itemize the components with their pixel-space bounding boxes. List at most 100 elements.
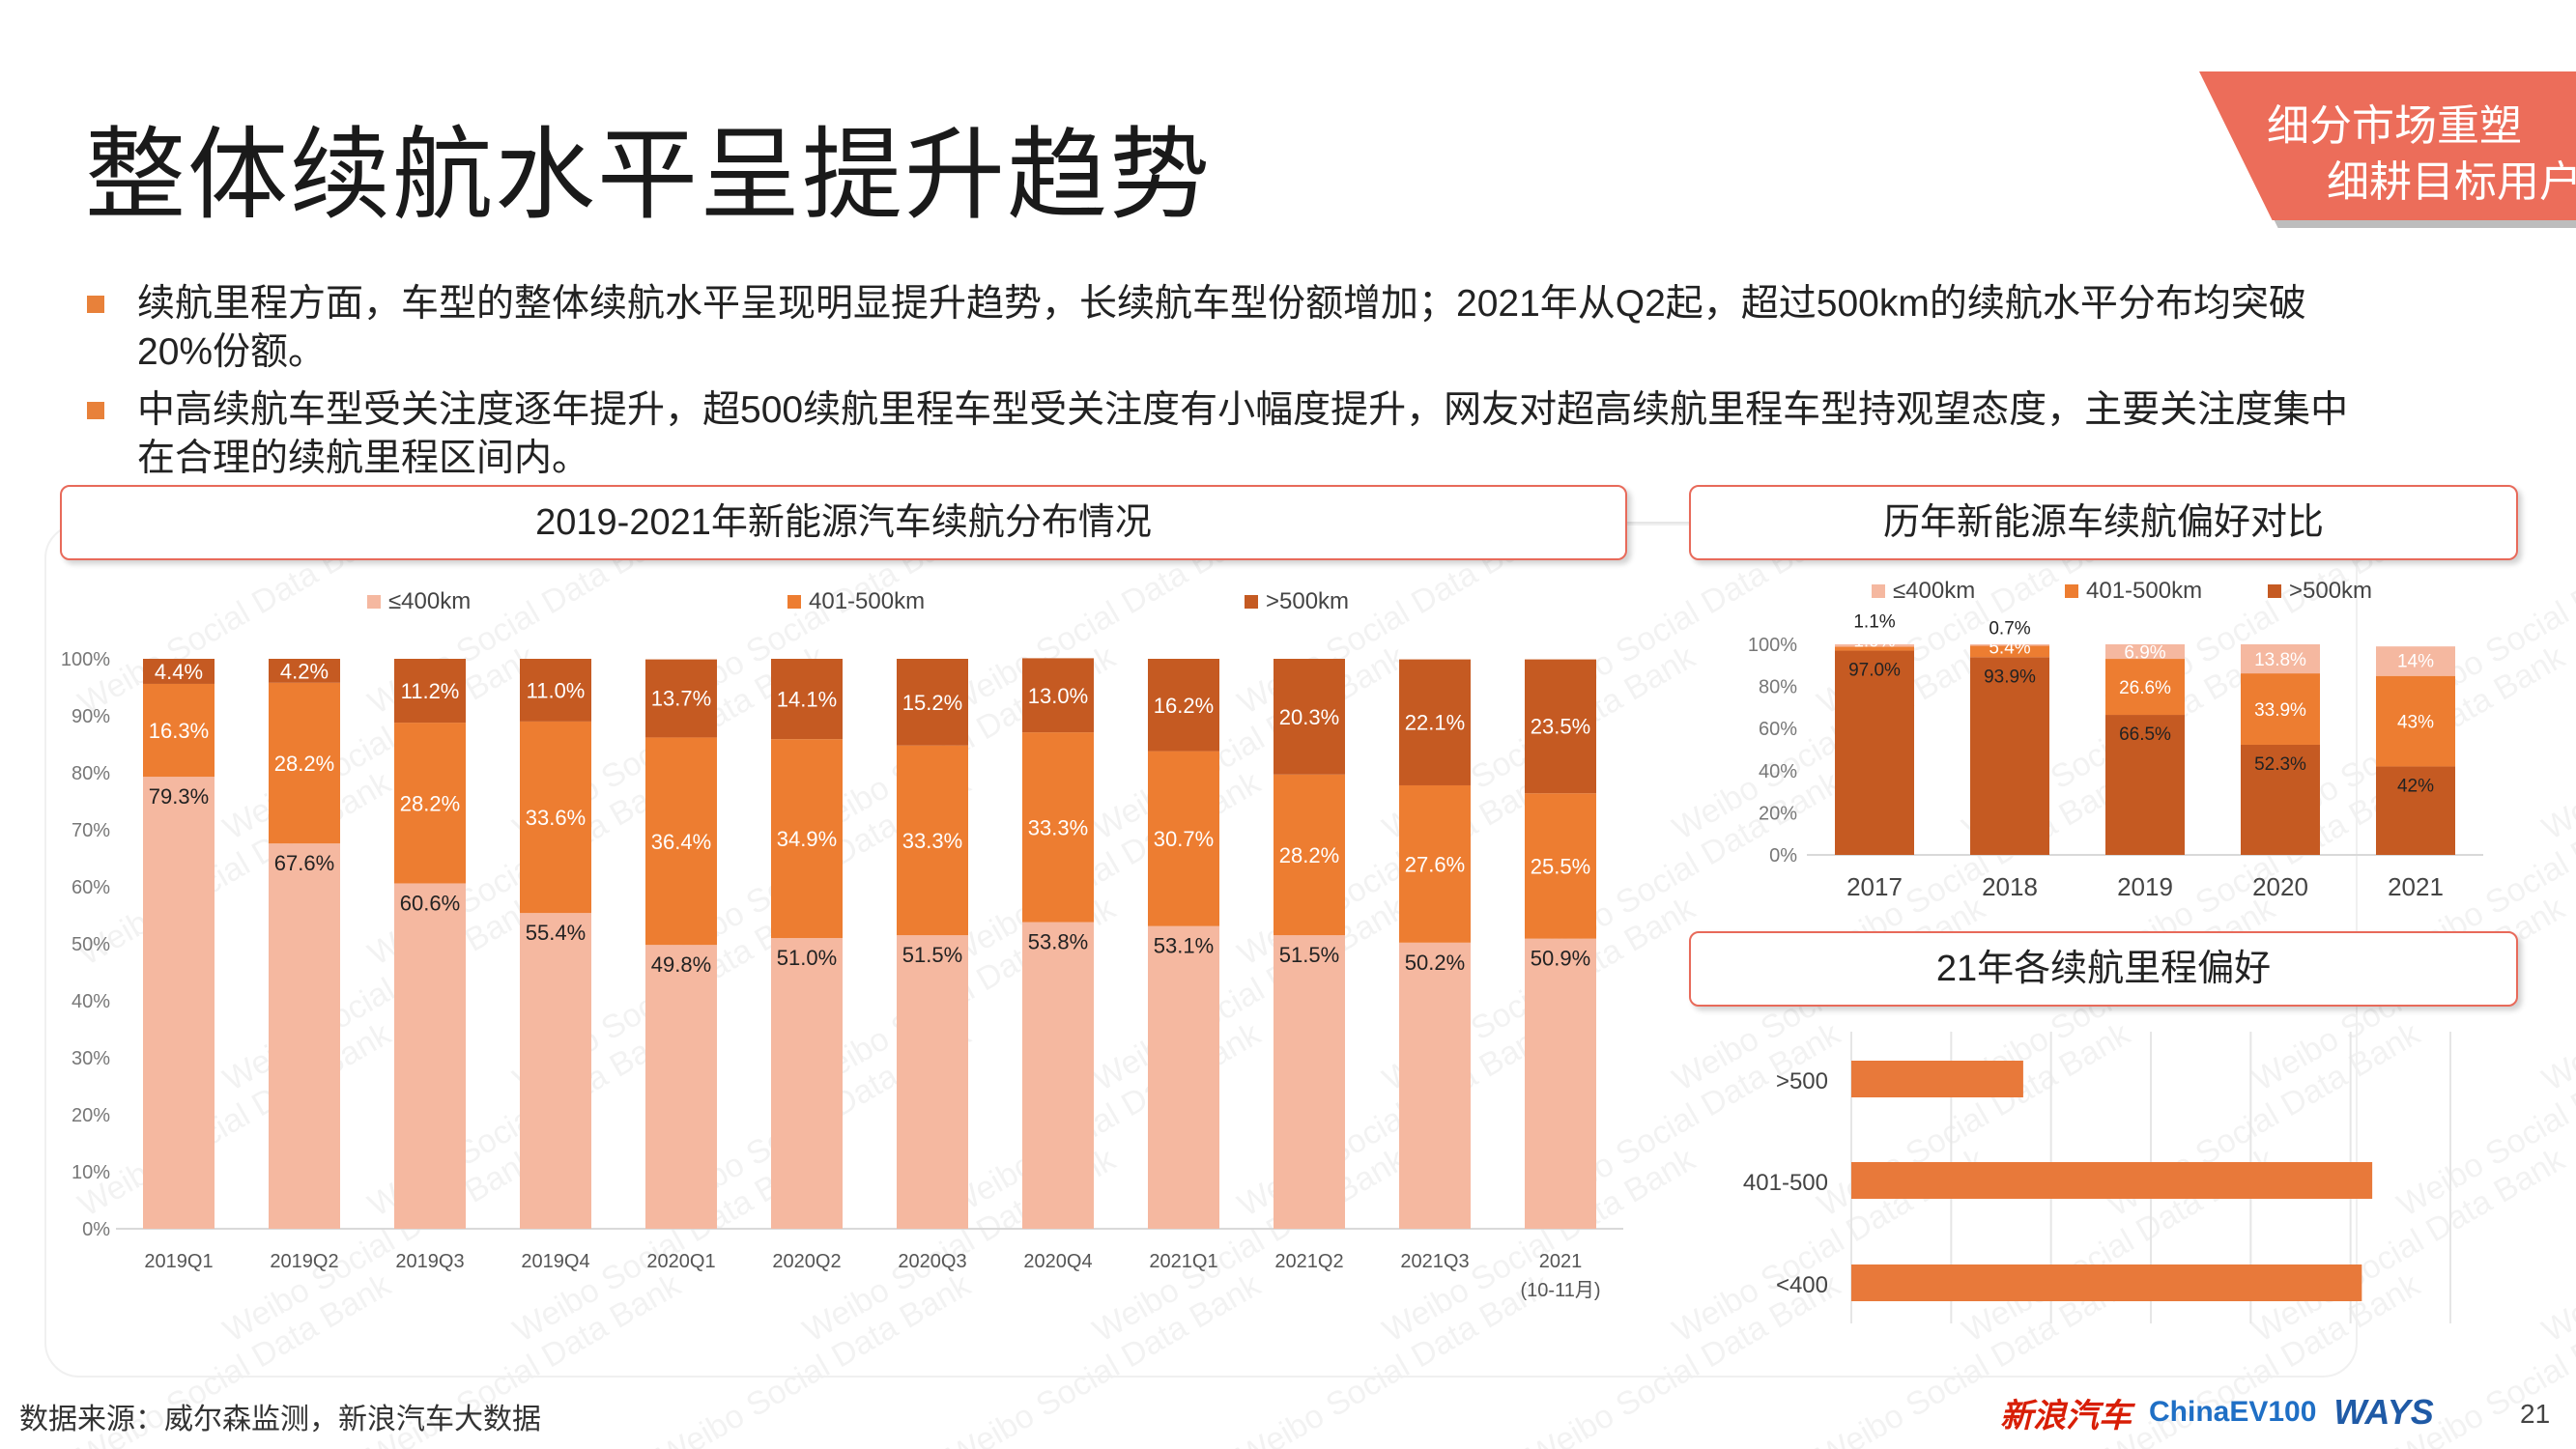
data-label: 20.3%	[1279, 705, 1339, 729]
bar-segment	[1525, 938, 1596, 1229]
y-tick-label: 0%	[82, 1219, 110, 1240]
x-tick-label: 2018	[1982, 872, 2038, 901]
watermark-text: Weibo Social Data Bank	[2535, 1141, 2576, 1350]
legend-swatch	[1245, 595, 1258, 609]
bar-segment	[897, 935, 968, 1229]
chart2-header: 历年新能源车续航偏好对比	[1689, 485, 2518, 560]
data-label: 79.3%	[149, 784, 209, 809]
bar-segment	[645, 945, 717, 1229]
x-tick-label: 2021Q3	[1400, 1251, 1469, 1272]
bar-segment	[520, 721, 591, 914]
x-tick-label: 2017	[1846, 872, 1903, 901]
legend-swatch	[2065, 584, 2078, 598]
data-label: 53.8%	[1028, 930, 1088, 954]
data-label: 16.2%	[1154, 694, 1214, 718]
x-tick-label: 2019Q4	[521, 1251, 589, 1272]
data-label: 51.0%	[777, 946, 837, 970]
y-tick-label: 90%	[72, 706, 110, 727]
data-label: 43%	[2397, 713, 2434, 733]
y-tick-label: 60%	[1759, 719, 1797, 740]
bar-segment	[1399, 659, 1471, 785]
legend-label: >500km	[2289, 578, 2372, 604]
bar-segment	[1148, 659, 1219, 752]
x-tick-label: 2019Q3	[395, 1251, 464, 1272]
bar-segment	[771, 659, 843, 740]
data-label: 50.9%	[1531, 947, 1590, 971]
data-label: 67.6%	[274, 851, 334, 875]
bar-segment	[269, 843, 340, 1229]
watermark-text: Weibo Social Data Bank	[2535, 639, 2576, 848]
bar-segment	[1970, 657, 2049, 855]
bar-segment	[1970, 644, 2049, 646]
bar-segment	[1274, 774, 1345, 936]
data-label: 28.2%	[274, 752, 334, 776]
chart1-stacked-bars: ≤400km 401-500km >500km 0% 10% 20% 30% 40% 50% 60…	[61, 588, 1623, 1301]
data-label: 93.9%	[1984, 667, 2036, 687]
bar-segment	[269, 682, 340, 844]
data-label: 60.6%	[400, 891, 460, 915]
x-tick-sublabel: (10-11月)	[1521, 1280, 1601, 1301]
bar-segment	[143, 683, 215, 778]
data-label: 14%	[2397, 651, 2434, 671]
data-label: 33.6%	[526, 806, 586, 830]
legend-label: 401-500km	[809, 588, 925, 614]
data-label: 11.2%	[401, 679, 460, 703]
chinaev100-logo: ChinaEV100	[2149, 1396, 2317, 1428]
x-tick-label: 2021Q2	[1274, 1251, 1343, 1272]
page-number: 21	[2520, 1399, 2551, 1429]
data-label: 51.5%	[902, 943, 962, 967]
bar-segment	[771, 938, 843, 1229]
bar-segment	[520, 913, 591, 1229]
bullet-square-icon	[87, 402, 104, 419]
y-category-label: >500	[1776, 1068, 1828, 1094]
data-label: 50.2%	[1405, 951, 1465, 975]
bullet-2-text: 中高续航车型受关注度逐年提升，超500续航里程车型受关注度有小幅度提升，网友对超…	[137, 389, 2349, 479]
bar-segment	[2241, 644, 2320, 674]
chart3-header: 21年各续航里程偏好	[1689, 931, 2518, 1007]
data-label: 33.9%	[2254, 700, 2306, 721]
ways-logo: WAYS	[2333, 1392, 2434, 1432]
bar-segment	[1274, 935, 1345, 1229]
y-tick-label: 40%	[72, 991, 110, 1012]
bullet-1-text: 续航里程方面，车型的整体续航水平呈现明显提升趋势，长续航车型份额增加；2021年…	[137, 283, 2306, 373]
bar-segment	[2105, 644, 2185, 660]
bar	[1851, 1061, 2023, 1097]
bar-segment	[897, 745, 968, 936]
data-label: 97.0%	[1848, 661, 1901, 681]
watermark-text: Weibo Social Data Bank	[2535, 890, 2576, 1099]
data-label: 27.6%	[1405, 852, 1465, 876]
footer-logos: 新浪汽车 ChinaEV100 WAYS	[2000, 1391, 2434, 1435]
bar-segment	[143, 777, 215, 1229]
y-tick-label: 100%	[61, 649, 110, 670]
bar-segment	[520, 659, 591, 722]
y-tick-label: 20%	[1759, 803, 1797, 824]
data-label: 4.4%	[155, 660, 203, 684]
data-label: 55.4%	[526, 921, 586, 945]
data-label: 42%	[2397, 776, 2434, 796]
x-tick-label: 2020Q4	[1023, 1251, 1092, 1272]
bar-segment	[394, 883, 466, 1229]
data-label: 28.2%	[400, 791, 460, 815]
bar-segment	[1970, 645, 2049, 658]
bullet-square-icon	[87, 296, 104, 313]
data-label: 51.5%	[1279, 943, 1339, 967]
sina-auto-logo: 新浪汽车	[2000, 1397, 2132, 1435]
bar-segment	[143, 659, 215, 684]
y-tick-label: 0%	[1769, 845, 1797, 867]
y-tick-label: 70%	[72, 820, 110, 841]
legend-label: ≤400km	[1893, 578, 1975, 604]
y-tick-label: 20%	[72, 1105, 110, 1126]
x-tick-label: 2021	[1539, 1251, 1583, 1272]
y-tick-label: 50%	[72, 934, 110, 955]
bar-segment	[1022, 732, 1094, 923]
legend-swatch	[787, 595, 801, 609]
bar-segment	[2376, 766, 2455, 855]
bar	[1851, 1162, 2373, 1199]
x-tick-label: 2019Q1	[144, 1251, 213, 1272]
bar	[1851, 1264, 2362, 1301]
y-tick-label: 100%	[1748, 635, 1797, 656]
y-tick-label: 10%	[72, 1162, 110, 1183]
bar-segment	[1525, 793, 1596, 939]
legend-swatch	[2268, 584, 2281, 598]
corner-line-2: 细耕目标用户	[2327, 158, 2576, 206]
